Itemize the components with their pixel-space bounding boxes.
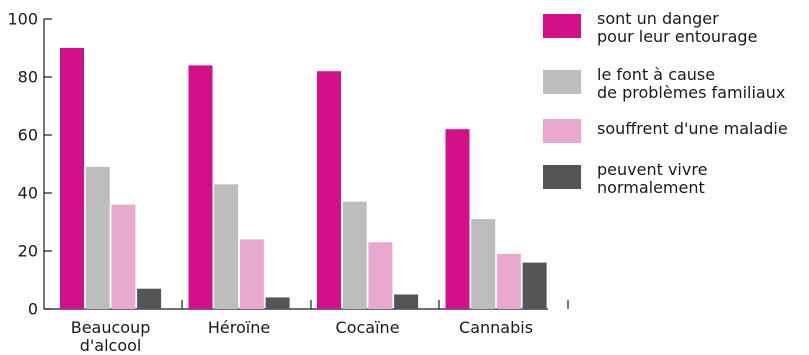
y-tick-label: 40 bbox=[18, 184, 38, 203]
legend-swatch bbox=[543, 14, 581, 38]
bar bbox=[342, 201, 367, 309]
legend-label-line: normalement bbox=[597, 178, 705, 197]
legend-swatch bbox=[543, 70, 581, 94]
category-label: Cannabis bbox=[459, 318, 533, 337]
bar bbox=[188, 65, 213, 310]
legend-label-line: le font à cause bbox=[597, 65, 716, 84]
bar bbox=[60, 48, 84, 309]
legend-label: sont un danger pour leur entourage bbox=[597, 10, 757, 46]
y-tick-label: 60 bbox=[18, 126, 38, 145]
legend-item: sont un danger pour leur entourage bbox=[543, 10, 805, 46]
category-label: Héroïne bbox=[208, 318, 270, 337]
bar bbox=[445, 129, 470, 309]
bar bbox=[214, 184, 239, 309]
bars bbox=[60, 48, 547, 310]
bar bbox=[265, 297, 290, 309]
legend-swatch bbox=[543, 165, 581, 189]
legend-swatch bbox=[543, 119, 581, 143]
bar bbox=[317, 71, 341, 309]
bar bbox=[496, 253, 521, 309]
y-tick-label: 0 bbox=[28, 300, 38, 319]
legend-item: souffrent d'une maladie bbox=[543, 119, 805, 143]
legend-label-line: sont un danger bbox=[597, 9, 719, 28]
y-tick-label: 100 bbox=[7, 10, 38, 29]
legend-label: le font à cause de problèmes familiaux bbox=[597, 66, 785, 102]
legend-label: peuvent vivre normalement bbox=[597, 161, 707, 197]
legend-label: souffrent d'une maladie bbox=[597, 120, 788, 138]
y-tick-label: 80 bbox=[18, 68, 38, 87]
bar bbox=[394, 294, 419, 309]
legend-item: le font à cause de problèmes familiaux bbox=[543, 66, 805, 102]
y-axis: 0 20 40 60 80 100 bbox=[7, 10, 52, 319]
legend-item: peuvent vivre normalement bbox=[543, 161, 805, 197]
bar bbox=[522, 262, 547, 309]
bar bbox=[111, 204, 136, 309]
bar bbox=[239, 239, 264, 309]
y-tick-label: 20 bbox=[18, 242, 38, 261]
bar bbox=[368, 242, 393, 309]
category-label: Cocaïne bbox=[336, 318, 400, 337]
bar bbox=[137, 288, 162, 309]
category-label: d'alcool bbox=[80, 336, 142, 355]
legend-label-line: peuvent vivre bbox=[597, 160, 708, 179]
bar bbox=[471, 219, 496, 309]
legend-label-line: de problèmes familiaux bbox=[597, 83, 786, 102]
legend-label-line: pour leur entourage bbox=[597, 27, 758, 46]
category-label: Beaucoup bbox=[71, 318, 151, 337]
legend-label-line: souffrent d'une maladie bbox=[597, 119, 788, 138]
legend: sont un danger pour leur entourage le font… bbox=[543, 10, 805, 197]
bar bbox=[85, 166, 110, 309]
